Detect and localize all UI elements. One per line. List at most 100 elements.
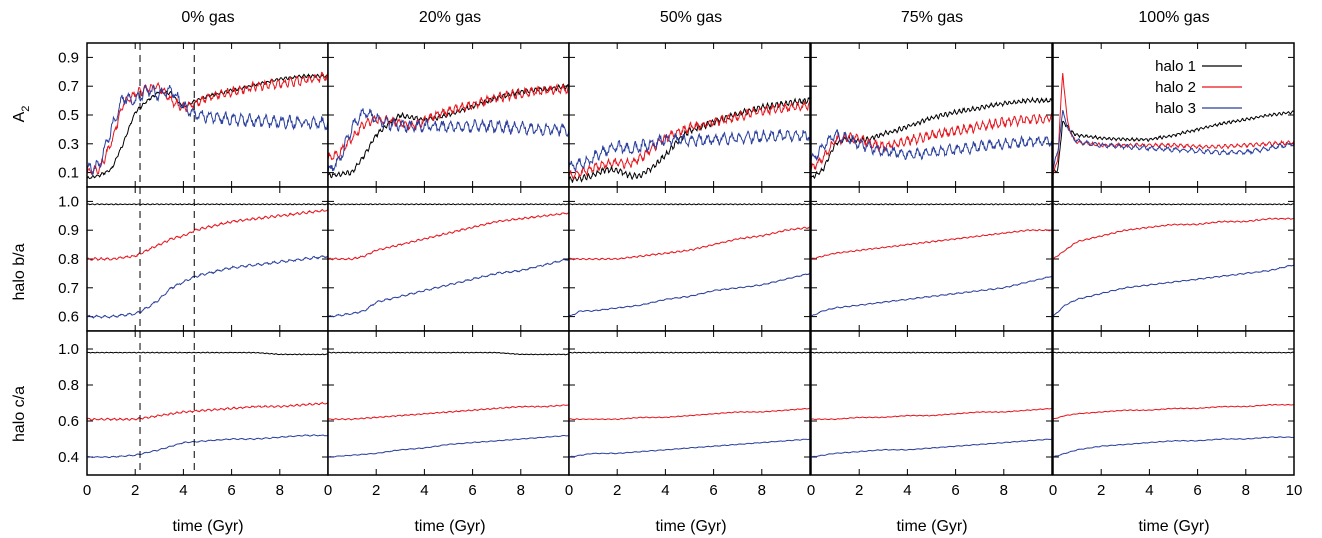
x-tick-label: 6 [1193,482,1201,499]
x-tick-label: 8 [1242,482,1250,499]
series-line-halo-3 [569,129,810,172]
series-group [811,351,1052,458]
row-label-halo-ca: halo c/a [11,386,28,442]
column-titles: 0% gas 20% gas 50% gas 75% gas 100% gas [181,9,1209,26]
series-group [1053,351,1294,458]
row-labels: A2 halo b/a halo c/a [11,106,32,442]
legend-label-halo-3: halo 3 [1155,100,1196,117]
x-tick-label: 2 [855,482,863,499]
plot-area: 0.1 0.3 0.5 0.7 0.9 0.6 0.7 0.8 0.9 1.0 0 2 4 6 8 0.4 0.… [58,42,1303,499]
series-line-halo-2 [328,403,569,421]
panel-halo-c-a-50pct-gas: 0 2 4 6 8 [565,330,811,499]
y-tick-label: 0.7 [58,280,79,297]
series-line-halo-3 [87,255,328,319]
series-group [569,96,810,183]
series-line-halo-1 [1053,351,1294,354]
panel-halo-c-a-100pct-gas: 0 2 4 6 8 10 [1049,330,1303,499]
y-tick-label: 1.0 [58,193,79,210]
y-tick-label: 0.8 [58,251,79,268]
series-line-halo-3 [328,108,569,174]
series-line-halo-2 [87,401,328,422]
y-tick-label: 0.8 [58,377,79,394]
panel-a2-0pct-gas: 0.1 0.3 0.5 0.7 0.9 [58,42,329,188]
x-tick-label: 8 [276,482,284,499]
y-tick-label: 0.3 [58,136,79,153]
panel-background [87,187,328,331]
panel-frame [1052,330,1295,476]
series-line-halo-3 [1053,264,1294,317]
series-line-halo-1 [569,203,810,206]
panel-background [1053,331,1294,475]
panel-halo-b-a-100pct-gas [1052,186,1295,332]
panel-background [811,187,1052,331]
panel-halo-b-a-20pct-gas [327,186,570,332]
panel-background [328,187,569,331]
panel-background [1053,187,1294,331]
y-tick-label: 0.1 [58,165,79,182]
y-tick-label: 0.7 [58,78,79,95]
series-group [811,96,1052,180]
panel-halo-b-a-75pct-gas [810,186,1053,332]
x-tick-label: 8 [517,482,525,499]
x-tick-label: 6 [227,482,235,499]
series-line-halo-1 [811,351,1052,354]
series-group [328,82,569,179]
x-tick-label: 4 [179,482,187,499]
panel-frame [810,330,1053,476]
column-title-2: 50% gas [660,9,722,26]
panel-frame [568,330,811,476]
series-line-halo-3 [569,438,810,458]
panel-a2-20pct-gas [327,42,570,188]
x-tick-label: 0 [807,482,815,499]
series-line-halo-1 [328,83,569,179]
panel-background [87,43,328,187]
x-axis-label-0: time (Gyr) [172,518,243,535]
x-tick-label: 8 [758,482,766,499]
series-line-halo-3 [811,129,1052,162]
panel-a2-75pct-gas [810,42,1053,188]
y-tick-label: 0.6 [58,309,79,326]
x-tick-label: 6 [468,482,476,499]
x-tick-label: 8 [1000,482,1008,499]
legend-label-halo-1: halo 1 [1155,58,1196,75]
series-line-halo-2 [1053,217,1294,260]
x-tick-label: 4 [661,482,669,499]
x-axis-label-1: time (Gyr) [414,518,485,535]
panel-a2-50pct-gas [568,42,811,188]
series-line-halo-3 [328,434,569,458]
series-line-halo-1 [1053,110,1294,173]
panel-halo-c-a-0pct-gas: 0 2 4 6 8 0.4 0.6 0.8 1.0 [58,330,329,499]
series-line-halo-1 [328,351,569,356]
x-tick-label: 10 [1286,482,1303,499]
series-line-halo-2 [328,211,569,261]
column-title-0: 0% gas [181,9,234,26]
series-line-halo-3 [87,84,328,176]
x-tick-label: 6 [951,482,959,499]
y-tick-label: 0.5 [58,107,79,124]
panel-halo-c-a-75pct-gas: 0 2 4 6 8 [807,330,1053,499]
legend-label-halo-2: halo 2 [1155,79,1196,96]
x-tick-label: 0 [83,482,91,499]
series-line-halo-3 [87,434,328,459]
series-line-halo-2 [569,407,810,421]
x-tick-label: 4 [903,482,911,499]
series-group [569,351,810,458]
x-tick-label: 0 [1049,482,1057,499]
series-line-halo-2 [328,82,569,161]
x-tick-label: 4 [420,482,428,499]
series-line-halo-3 [1053,110,1294,171]
panel-halo-b-a-50pct-gas [568,186,811,332]
series-line-halo-1 [87,351,328,356]
series-line-halo-2 [1053,403,1294,420]
series-line-halo-2 [569,226,810,261]
x-tick-label: 2 [372,482,380,499]
series-line-halo-3 [811,275,1052,317]
series-group [811,203,1052,317]
column-title-1: 20% gas [419,9,481,26]
panel-background [811,43,1052,187]
y-tick-label: 0.9 [58,49,79,66]
x-tick-label: 2 [1097,482,1105,499]
series-line-halo-2 [811,407,1052,421]
y-tick-label: 0.6 [58,413,79,430]
x-axis-label-3: time (Gyr) [896,518,967,535]
